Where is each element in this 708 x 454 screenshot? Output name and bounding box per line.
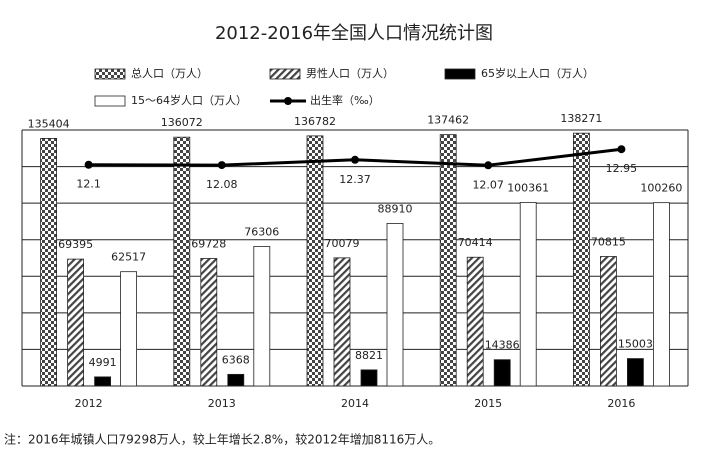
data-label: 62517 [111, 251, 146, 264]
data-label: 138271 [560, 112, 602, 125]
legend-marker [284, 97, 292, 105]
legend-label: 65岁以上人口（万人） [481, 66, 594, 80]
x-tick-label: 2012 [75, 397, 103, 410]
data-label: 15003 [618, 338, 653, 351]
data-label: 12.07 [472, 178, 504, 191]
note: 注：2016年城镇人口79298万人，较上年增长2.8%，较2012年增加811… [4, 432, 440, 447]
bar [360, 369, 378, 387]
line-point [351, 155, 359, 164]
data-label: 70414 [458, 236, 493, 249]
data-label: 100260 [640, 182, 682, 195]
data-label: 69728 [191, 237, 226, 250]
bar [439, 134, 457, 387]
line-point [617, 145, 626, 154]
bar [519, 202, 537, 387]
data-label: 100361 [507, 181, 549, 194]
data-label: 136782 [294, 115, 336, 128]
chart-title: 2012-2016年全国人口情况统计图 [215, 23, 493, 44]
data-label: 8821 [355, 349, 383, 362]
line-point [217, 161, 226, 170]
x-tick-label: 2014 [341, 397, 369, 410]
bar [200, 258, 218, 387]
bar [120, 271, 137, 387]
data-label: 70079 [325, 237, 360, 250]
line-point [84, 160, 93, 169]
legend-swatch [444, 68, 476, 80]
bar [386, 223, 404, 387]
data-label: 12.1 [76, 178, 101, 191]
data-label: 6368 [222, 353, 250, 366]
data-label: 69395 [58, 238, 93, 251]
legend-swatch [269, 68, 301, 80]
data-label: 136072 [161, 116, 203, 129]
data-label: 12.95 [606, 162, 638, 175]
x-tick-label: 2015 [474, 397, 502, 410]
legend-label: 男性人口（万人） [306, 66, 394, 80]
bar [173, 136, 191, 387]
legend-swatch [94, 68, 126, 80]
data-label: 70815 [591, 236, 626, 249]
bar [466, 256, 484, 387]
data-label: 76306 [244, 225, 279, 238]
legend-label: 总人口（万人） [131, 66, 208, 80]
bar [600, 256, 617, 387]
bar [573, 132, 590, 387]
bar [493, 359, 511, 387]
bar [627, 358, 644, 387]
line-point [484, 161, 493, 170]
legend-swatch [94, 95, 126, 107]
legend-label: 15～64岁人口（万人） [131, 93, 247, 107]
data-label: 12.37 [339, 173, 371, 186]
data-label: 88910 [378, 202, 413, 215]
bar [67, 258, 84, 387]
legend-label: 出生率（‰） [310, 93, 380, 107]
bar [253, 246, 271, 387]
bar [40, 138, 57, 387]
x-tick-label: 2016 [607, 397, 635, 410]
data-label: 135404 [28, 117, 70, 130]
data-label: 14386 [485, 339, 520, 352]
x-tick-label: 2013 [208, 397, 236, 410]
bar [653, 202, 670, 387]
bar [306, 135, 324, 387]
bar [94, 376, 111, 387]
data-label: 4991 [89, 356, 117, 369]
bar [227, 373, 245, 387]
data-label: 12.08 [206, 178, 238, 191]
bar [333, 257, 351, 387]
data-label: 137462 [427, 114, 469, 127]
